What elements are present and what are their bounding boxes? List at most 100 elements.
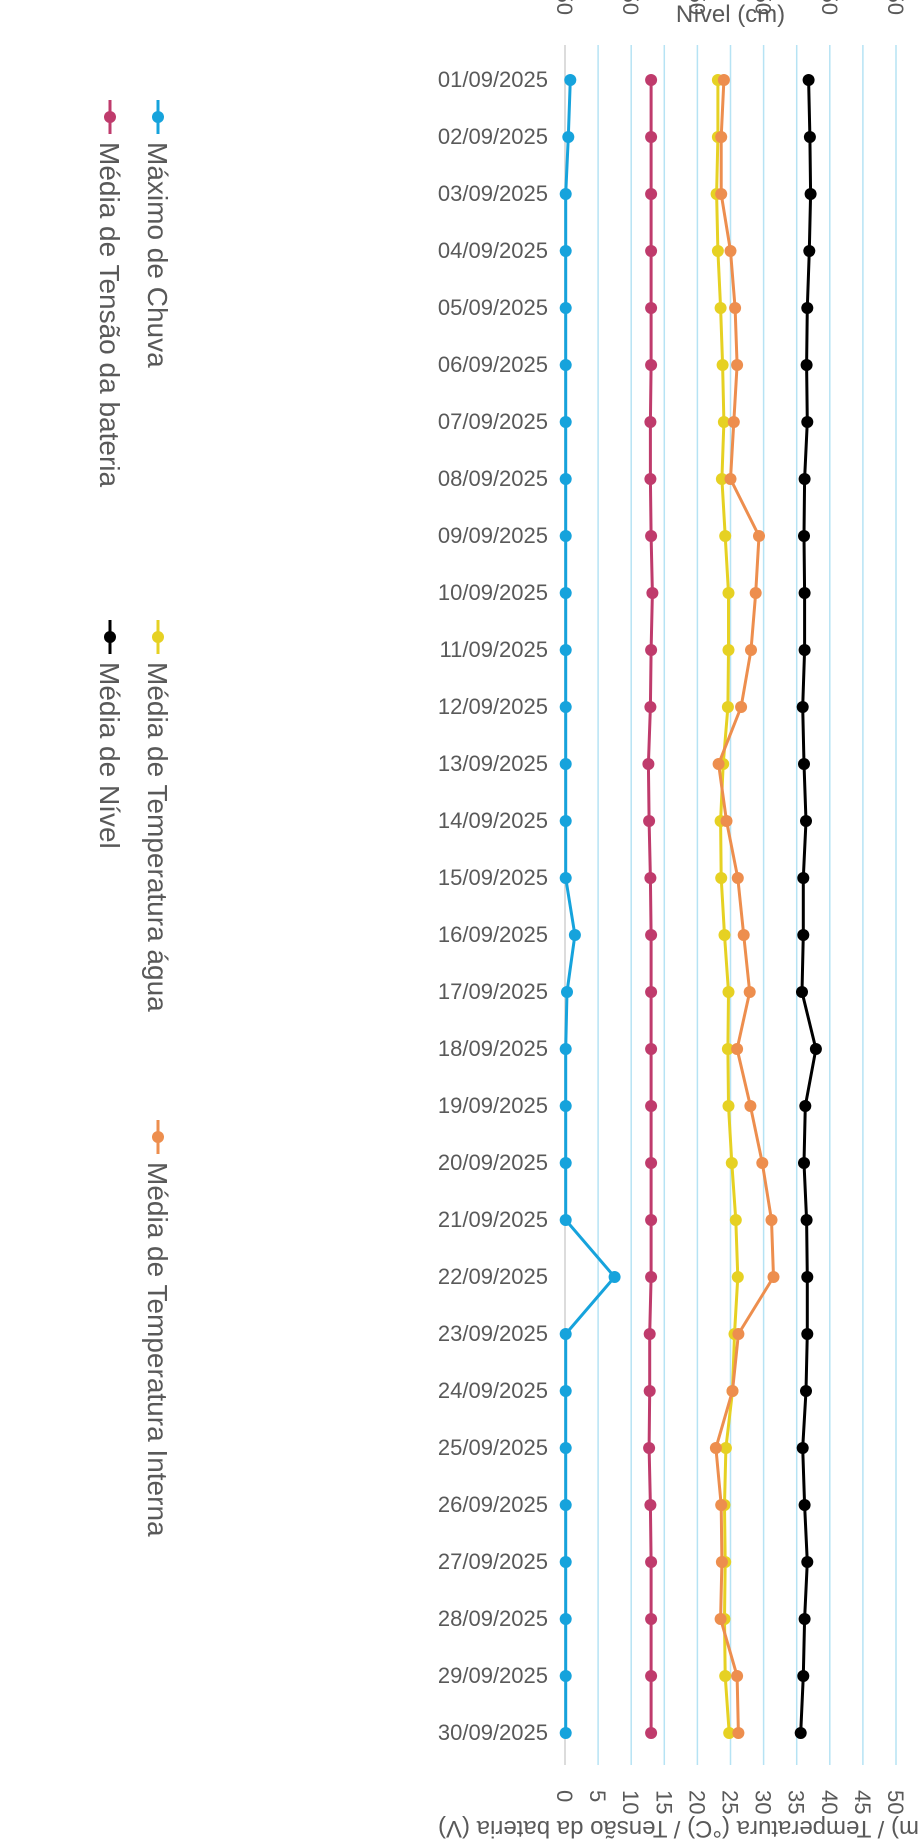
data-point-media-de-temperatura-interna bbox=[714, 1613, 727, 1625]
data-point-media-de-tensao-da-bateria bbox=[644, 473, 657, 485]
legend-label: Média de Temperatura Interna bbox=[142, 1162, 173, 1537]
data-point-media-de-temperatura-interna bbox=[731, 1043, 744, 1055]
data-point-media-de-nivel bbox=[800, 359, 813, 371]
data-point-media-de-nivel bbox=[798, 530, 810, 542]
data-point-media-de-temperatura-agua bbox=[715, 473, 728, 485]
data-point-media-de-tensao-da-bateria bbox=[645, 1670, 658, 1682]
secondary-axis-tick: 550 bbox=[883, 0, 908, 15]
data-point-media-de-temperatura-interna bbox=[765, 1214, 778, 1226]
data-point-media-de-temperatura-agua bbox=[719, 1670, 732, 1682]
secondary-axis-tick: 450 bbox=[817, 0, 842, 15]
data-point-media-de-nivel bbox=[797, 1670, 810, 1682]
data-point-maximo-de-chuva bbox=[562, 131, 575, 143]
secondary-axis-tick: 350 bbox=[751, 0, 776, 15]
primary-axis-tick: 50 bbox=[883, 1790, 908, 1814]
data-point-media-de-nivel bbox=[809, 1043, 822, 1055]
category-label: 26/09/2025 bbox=[438, 1492, 548, 1517]
data-point-media-de-nivel bbox=[794, 1727, 807, 1739]
data-point-media-de-nivel bbox=[798, 1157, 810, 1169]
data-point-media-de-temperatura-interna bbox=[756, 1157, 769, 1169]
data-point-media-de-temperatura-interna bbox=[737, 929, 750, 941]
primary-axis-tick: 20 bbox=[684, 1790, 709, 1814]
category-label: 02/09/2025 bbox=[438, 124, 548, 149]
data-point-media-de-temperatura-interna bbox=[749, 587, 762, 599]
primary-axis-tick: 10 bbox=[618, 1790, 643, 1814]
data-point-media-de-temperatura-interna bbox=[715, 131, 728, 143]
data-point-media-de-tensao-da-bateria bbox=[643, 1385, 656, 1397]
primary-axis-tick: 45 bbox=[850, 1790, 875, 1814]
data-point-maximo-de-chuva bbox=[559, 1613, 572, 1625]
data-point-media-de-nivel bbox=[798, 587, 811, 599]
data-point-maximo-de-chuva bbox=[559, 644, 572, 656]
data-point-media-de-temperatura-interna bbox=[753, 530, 765, 542]
legend-marker-media-de-temperatura-interna bbox=[152, 1131, 164, 1143]
legend: Máximo de Chuva Média de Temperatura água… bbox=[94, 100, 173, 1537]
data-point-maximo-de-chuva bbox=[559, 1727, 572, 1739]
data-point-media-de-temperatura-agua bbox=[717, 416, 730, 428]
data-point-media-de-nivel bbox=[796, 701, 809, 713]
category-label: 13/09/2025 bbox=[438, 751, 548, 776]
data-point-media-de-tensao-da-bateria bbox=[643, 815, 656, 827]
data-point-media-de-temperatura-agua bbox=[722, 1100, 735, 1112]
category-label: 12/09/2025 bbox=[438, 694, 548, 719]
data-point-media-de-nivel bbox=[802, 74, 815, 86]
data-point-media-de-temperatura-interna bbox=[715, 1499, 728, 1511]
category-label: 29/09/2025 bbox=[438, 1663, 548, 1688]
primary-axis-tick: 40 bbox=[817, 1790, 842, 1814]
data-point-maximo-de-chuva bbox=[564, 74, 577, 86]
data-point-media-de-tensao-da-bateria bbox=[645, 359, 658, 371]
data-point-maximo-de-chuva bbox=[559, 758, 572, 770]
data-point-media-de-tensao-da-bateria bbox=[643, 1328, 656, 1340]
data-point-media-de-temperatura-agua bbox=[722, 587, 735, 599]
data-point-media-de-nivel bbox=[798, 758, 810, 770]
data-point-media-de-nivel bbox=[798, 1499, 811, 1511]
data-point-media-de-temperatura-interna bbox=[731, 1670, 744, 1682]
data-point-media-de-tensao-da-bateria bbox=[645, 131, 658, 143]
data-point-maximo-de-chuva bbox=[568, 929, 581, 941]
data-point-maximo-de-chuva bbox=[559, 815, 572, 827]
data-point-media-de-nivel bbox=[800, 815, 812, 827]
primary-axis-tick: 0 bbox=[552, 1790, 577, 1802]
series-line-media-de-temperatura-interna bbox=[714, 79, 775, 1734]
data-point-media-de-nivel bbox=[801, 1556, 814, 1568]
data-point-maximo-de-chuva bbox=[559, 1556, 572, 1568]
data-point-media-de-temperatura-agua bbox=[718, 929, 731, 941]
data-point-media-de-temperatura-interna bbox=[720, 815, 733, 827]
primary-axis-tick: 30 bbox=[751, 1790, 776, 1814]
legend-marker-media-de-nivel bbox=[104, 631, 116, 643]
data-point-media-de-temperatura-agua bbox=[723, 1727, 736, 1739]
data-point-media-de-temperatura-interna bbox=[729, 302, 742, 314]
data-point-media-de-nivel bbox=[803, 131, 816, 143]
data-point-media-de-nivel bbox=[801, 1328, 814, 1340]
legend-marker-media-de-temperatura-agua bbox=[152, 631, 164, 643]
data-point-maximo-de-chuva bbox=[559, 1100, 572, 1112]
data-point-media-de-nivel bbox=[801, 302, 814, 314]
data-point-maximo-de-chuva bbox=[559, 1442, 572, 1454]
data-point-media-de-tensao-da-bateria bbox=[645, 530, 658, 542]
data-point-media-de-temperatura-interna bbox=[745, 644, 757, 656]
category-label: 21/09/2025 bbox=[438, 1207, 548, 1232]
data-point-media-de-temperatura-interna bbox=[709, 1442, 722, 1454]
primary-axis-tick: 5 bbox=[585, 1790, 610, 1802]
series-line-media-de-temperatura-agua bbox=[715, 80, 740, 1734]
category-label: 08/09/2025 bbox=[438, 466, 548, 491]
category-label: 18/09/2025 bbox=[438, 1036, 548, 1061]
data-point-maximo-de-chuva bbox=[559, 701, 572, 713]
data-point-media-de-tensao-da-bateria bbox=[644, 416, 657, 428]
data-point-media-de-temperatura-interna bbox=[731, 872, 744, 884]
category-label: 28/09/2025 bbox=[438, 1606, 548, 1631]
data-point-maximo-de-chuva bbox=[559, 245, 572, 257]
category-label: 09/09/2025 bbox=[438, 523, 548, 548]
series-lines bbox=[559, 74, 822, 1739]
primary-axis-tick: 25 bbox=[718, 1790, 743, 1814]
data-point-media-de-temperatura-agua bbox=[722, 644, 735, 656]
data-point-media-de-tensao-da-bateria bbox=[644, 1499, 657, 1511]
data-point-maximo-de-chuva bbox=[559, 872, 572, 884]
gridlines bbox=[564, 45, 897, 1765]
category-label: 07/09/2025 bbox=[438, 409, 548, 434]
data-point-media-de-temperatura-interna bbox=[715, 1556, 728, 1568]
legend-marker-maximo-de-chuva bbox=[152, 111, 164, 123]
secondary-axis-tick: 250 bbox=[684, 0, 709, 15]
data-point-media-de-nivel bbox=[804, 188, 817, 200]
